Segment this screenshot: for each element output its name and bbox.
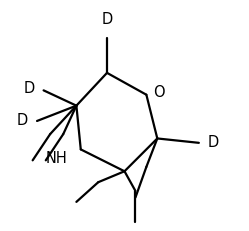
Text: O: O (153, 85, 165, 100)
Text: D: D (208, 135, 219, 150)
Text: D: D (24, 81, 35, 96)
Text: NH: NH (46, 151, 68, 166)
Text: D: D (101, 12, 113, 27)
Text: D: D (17, 113, 28, 128)
